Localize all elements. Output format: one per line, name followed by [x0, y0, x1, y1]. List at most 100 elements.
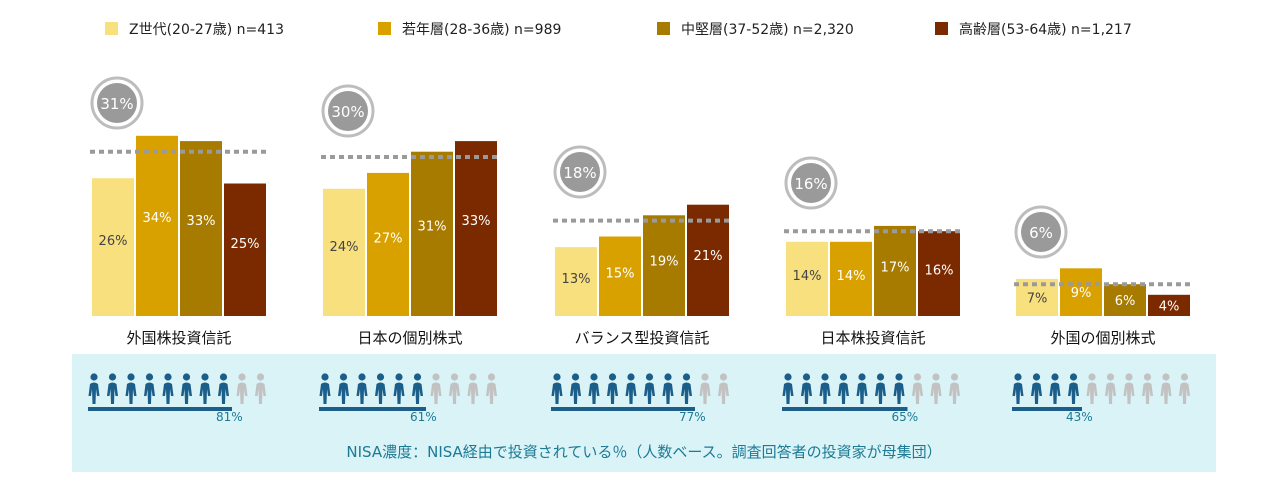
person-icon	[319, 373, 331, 404]
person-body	[199, 382, 211, 404]
person-body	[88, 382, 100, 404]
person-head	[1106, 373, 1115, 381]
bar-label-g0-s2: 33%	[187, 214, 216, 229]
person-head	[1143, 373, 1152, 381]
person-body	[681, 382, 692, 404]
bar-g3-s3	[918, 231, 960, 316]
person-body	[1105, 382, 1116, 404]
person-head	[895, 373, 903, 381]
person-body	[662, 382, 674, 404]
nisa-share-label-1: 61%	[410, 410, 437, 424]
person-head	[682, 373, 691, 381]
person-icon	[930, 373, 942, 404]
bar-label-g1-s0: 24%	[330, 240, 359, 255]
nisa-share-label-3: 65%	[892, 410, 919, 424]
person-head	[376, 373, 385, 381]
person-body	[375, 382, 386, 404]
person-icon	[838, 373, 849, 404]
person-body	[107, 382, 118, 404]
person-body	[893, 382, 905, 404]
bar-label-g3-s2: 17%	[881, 260, 910, 275]
average-label-0: 31%	[100, 95, 133, 113]
person-body	[1012, 382, 1024, 404]
bar-g4-s3	[1148, 294, 1190, 316]
person-icon	[338, 373, 349, 404]
person-body	[319, 382, 331, 404]
average-circle-3	[791, 163, 831, 203]
person-body	[912, 382, 923, 404]
category-label-1: 日本の個別株式	[357, 329, 462, 347]
legend-label-2: 中堅層(37-52歳) n=2,320	[681, 22, 854, 38]
person-body	[486, 382, 497, 404]
person-head	[358, 373, 366, 381]
person-icon	[1142, 373, 1153, 404]
category-label-0: 外国株投資信託	[126, 329, 231, 347]
person-head	[876, 373, 885, 381]
person-head	[701, 373, 709, 381]
person-body	[607, 382, 618, 404]
person-icon	[1086, 373, 1098, 404]
person-body	[699, 382, 711, 404]
person-body	[625, 382, 637, 404]
person-head	[627, 373, 635, 381]
person-icon	[375, 373, 386, 404]
person-head	[1051, 373, 1059, 381]
person-body	[467, 382, 479, 404]
average-label-1: 30%	[331, 103, 364, 121]
person-head	[164, 373, 172, 381]
person-body	[819, 382, 831, 404]
person-icon	[625, 373, 637, 404]
bar-label-g0-s1: 34%	[143, 211, 172, 226]
person-icon	[819, 373, 831, 404]
average-circle-2	[560, 152, 600, 192]
legend-label-0: Z世代(20-27歳) n=413	[129, 22, 284, 38]
person-icon	[1179, 373, 1190, 404]
person-body	[430, 382, 442, 404]
person-icon	[681, 373, 692, 404]
person-body	[181, 382, 192, 404]
person-head	[321, 373, 329, 381]
person-head	[90, 373, 98, 381]
bar-label-g4-s0: 7%	[1027, 291, 1048, 306]
person-icon	[430, 373, 442, 404]
person-head	[608, 373, 617, 381]
person-body	[144, 382, 155, 404]
person-head	[108, 373, 117, 381]
average-circle-4	[1021, 212, 1061, 252]
person-head	[1069, 373, 1078, 381]
person-body	[718, 382, 729, 404]
person-icon	[1031, 373, 1042, 404]
person-icon	[644, 373, 655, 404]
person-body	[801, 382, 812, 404]
person-body	[930, 382, 942, 404]
bar-label-g2-s2: 19%	[650, 255, 679, 270]
person-head	[590, 373, 598, 381]
bar-label-g2-s3: 21%	[694, 249, 723, 264]
person-body	[412, 382, 423, 404]
bar-label-g3-s1: 14%	[837, 269, 866, 284]
bar-label-g4-s3: 4%	[1159, 299, 1180, 314]
person-icon	[107, 373, 118, 404]
bar-g2-s0	[555, 247, 597, 316]
person-icon	[856, 373, 868, 404]
person-head	[1088, 373, 1096, 381]
bar-g3-s0	[786, 241, 828, 316]
person-body	[588, 382, 600, 404]
person-head	[1162, 373, 1170, 381]
person-icon	[199, 373, 211, 404]
person-head	[858, 373, 866, 381]
person-icon	[875, 373, 886, 404]
person-body	[949, 382, 960, 404]
bar-label-g1-s3: 33%	[462, 214, 491, 229]
person-icon	[570, 373, 581, 404]
person-head	[339, 373, 348, 381]
bar-label-g4-s1: 9%	[1071, 286, 1092, 301]
bar-g0-s1	[136, 135, 178, 316]
bar-label-g3-s0: 14%	[793, 269, 822, 284]
person-icon	[1160, 373, 1172, 404]
person-head	[1032, 373, 1041, 381]
person-head	[950, 373, 959, 381]
person-head	[913, 373, 922, 381]
person-icon	[486, 373, 497, 404]
bar-g2-s1	[599, 236, 641, 316]
